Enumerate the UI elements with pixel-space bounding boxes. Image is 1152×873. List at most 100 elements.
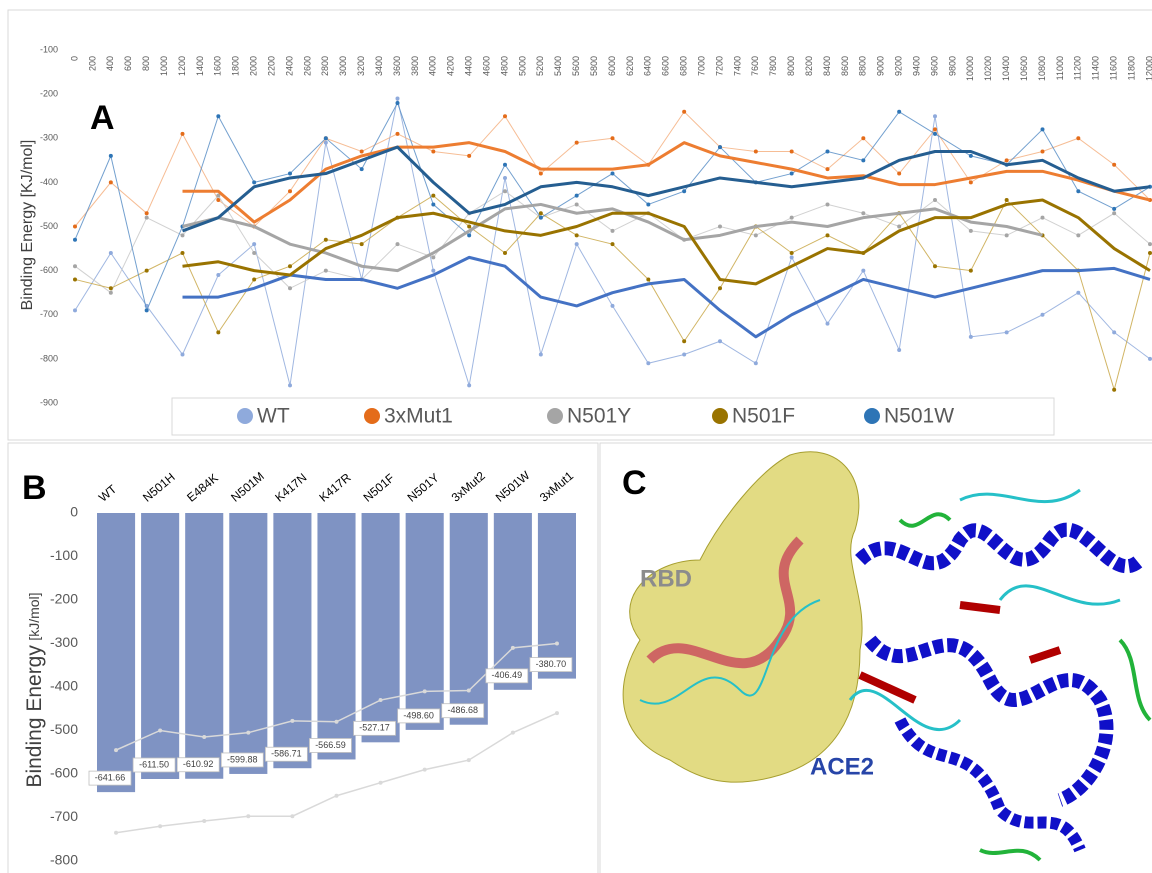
data-point — [431, 269, 435, 273]
x-tick-label: 1600 — [213, 56, 223, 76]
x-tick-label: 2000 — [249, 56, 259, 76]
data-point — [73, 225, 77, 229]
reference-point — [423, 689, 427, 693]
x-tick-label: 12000 — [1144, 56, 1152, 81]
data-point — [969, 154, 973, 158]
rbd-surface — [623, 452, 862, 782]
data-point — [718, 339, 722, 343]
x-tick-label: 6200 — [625, 56, 635, 76]
x-tick-label: K417R — [316, 470, 353, 505]
data-point — [969, 229, 973, 233]
x-tick-label: 2200 — [266, 56, 276, 76]
data-point — [467, 225, 471, 229]
x-tick-label: 4800 — [499, 56, 509, 76]
data-point — [575, 194, 579, 198]
data-point — [252, 277, 256, 281]
data-point — [467, 233, 471, 237]
data-point — [539, 216, 543, 220]
x-tick-label: 6600 — [661, 56, 671, 76]
data-point — [790, 255, 794, 259]
reference-point — [467, 758, 471, 762]
reference-point — [290, 814, 294, 818]
data-point — [1076, 136, 1080, 140]
reference-point — [335, 794, 339, 798]
data-point — [718, 145, 722, 149]
data-point — [181, 352, 185, 356]
data-point — [1148, 251, 1152, 255]
page: A Binding Energy [KJ/mol] B Binding Ener… — [0, 0, 1152, 873]
reference-point — [202, 819, 206, 823]
data-point — [1041, 313, 1045, 317]
data-point — [288, 172, 292, 176]
bar — [229, 513, 267, 774]
data-point — [109, 291, 113, 295]
x-tick-label: 3200 — [356, 56, 366, 76]
x-tick-label: 8600 — [840, 56, 850, 76]
data-point — [324, 141, 328, 145]
data-point — [431, 149, 435, 153]
y-tick-label: -600 — [50, 765, 78, 781]
x-tick-label: 9800 — [947, 56, 957, 76]
data-point — [109, 154, 113, 158]
data-point — [73, 308, 77, 312]
x-tick-label: 600 — [123, 56, 133, 71]
data-point — [1112, 388, 1116, 392]
y-tick-label: -400 — [40, 177, 58, 187]
x-tick-label: 4400 — [464, 56, 474, 76]
data-point — [826, 167, 830, 171]
x-tick-label: 7800 — [768, 56, 778, 76]
data-point — [145, 216, 149, 220]
y-tick-label: -800 — [40, 353, 58, 363]
data-point — [861, 211, 865, 215]
data-point — [145, 269, 149, 273]
x-tick-label: 5400 — [553, 56, 563, 76]
reference-point — [114, 831, 118, 835]
data-point — [73, 238, 77, 242]
x-tick-label: 1400 — [195, 56, 205, 76]
data-point — [252, 251, 256, 255]
x-tick-label: N501M — [228, 469, 267, 505]
legend-marker — [364, 408, 380, 424]
value-label: -641.66 — [95, 772, 126, 782]
x-tick-label: 11200 — [1073, 56, 1083, 80]
data-point — [109, 251, 113, 255]
x-tick-label: 5000 — [517, 56, 527, 76]
x-tick-label: 7200 — [714, 56, 724, 76]
y-tick-label: -600 — [40, 265, 58, 275]
legend-label: WT — [257, 405, 290, 428]
data-point — [288, 264, 292, 268]
data-point — [897, 110, 901, 114]
x-tick-label: 11800 — [1126, 56, 1136, 80]
ace2-helix — [860, 530, 1140, 567]
data-point — [611, 229, 615, 233]
data-point — [1148, 357, 1152, 361]
legend-label: 3xMut1 — [384, 405, 453, 428]
data-point — [145, 308, 149, 312]
data-point — [718, 225, 722, 229]
data-point — [396, 242, 400, 246]
bar — [362, 513, 400, 742]
y-axis-label: Binding Energy [KJ/mol] — [19, 140, 36, 311]
data-point — [109, 286, 113, 290]
y-tick-label: -200 — [40, 89, 58, 99]
data-point — [1041, 216, 1045, 220]
data-point — [718, 286, 722, 290]
value-label: -527.17 — [359, 723, 390, 733]
legend-marker — [712, 408, 728, 424]
data-point — [611, 136, 615, 140]
x-tick-label: 11000 — [1055, 56, 1065, 80]
data-point — [503, 251, 507, 255]
reference-point — [379, 698, 383, 702]
value-label: -406.49 — [492, 670, 523, 680]
data-point — [539, 352, 543, 356]
data-point — [73, 277, 77, 281]
data-point — [467, 383, 471, 387]
x-tick-label: 4600 — [481, 56, 491, 76]
data-point — [431, 194, 435, 198]
data-point — [467, 154, 471, 158]
data-point — [1005, 158, 1009, 162]
data-point — [216, 330, 220, 334]
data-point — [646, 277, 650, 281]
structure-label: RBD — [640, 565, 692, 592]
data-point — [1005, 330, 1009, 334]
